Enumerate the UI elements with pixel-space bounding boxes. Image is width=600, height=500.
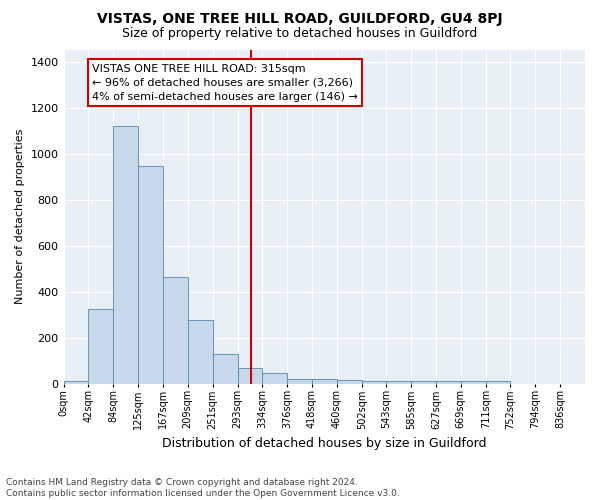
Bar [64, 382, 88, 384]
Bar [486, 382, 510, 384]
Bar [411, 382, 436, 384]
Bar [188, 320, 212, 384]
Bar [337, 380, 362, 384]
Text: Contains HM Land Registry data © Crown copyright and database right 2024.
Contai: Contains HM Land Registry data © Crown c… [6, 478, 400, 498]
Bar [287, 378, 312, 384]
Text: VISTAS, ONE TREE HILL ROAD, GUILDFORD, GU4 8PJ: VISTAS, ONE TREE HILL ROAD, GUILDFORD, G… [97, 12, 503, 26]
Bar [461, 382, 486, 384]
Text: Size of property relative to detached houses in Guildford: Size of property relative to detached ho… [122, 28, 478, 40]
Bar [113, 126, 138, 384]
Bar [238, 368, 262, 384]
Bar [163, 276, 188, 384]
Bar [312, 378, 337, 384]
Bar [138, 166, 163, 384]
Bar [436, 382, 461, 384]
Bar [262, 374, 287, 384]
Bar [212, 354, 238, 384]
Y-axis label: Number of detached properties: Number of detached properties [15, 129, 25, 304]
Bar [362, 382, 386, 384]
X-axis label: Distribution of detached houses by size in Guildford: Distribution of detached houses by size … [162, 437, 487, 450]
Bar [386, 382, 411, 384]
Bar [88, 309, 113, 384]
Text: VISTAS ONE TREE HILL ROAD: 315sqm
← 96% of detached houses are smaller (3,266)
4: VISTAS ONE TREE HILL ROAD: 315sqm ← 96% … [92, 64, 358, 102]
